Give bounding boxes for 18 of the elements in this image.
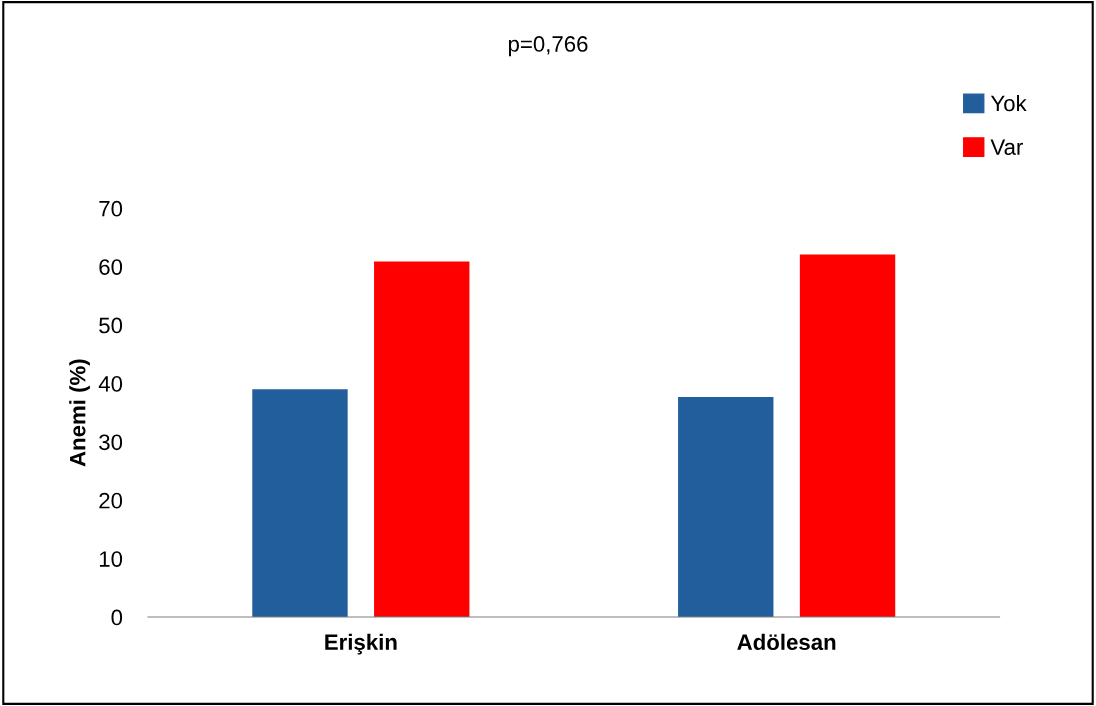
y-axis-title: Anemi (%): [69, 359, 90, 467]
legend-label: Var: [990, 139, 1023, 155]
x-tick-label: Erişkin: [325, 633, 397, 655]
y-tick-label: 0: [111, 609, 123, 626]
bar: [374, 261, 470, 618]
y-tick-label: 10: [99, 551, 123, 567]
bar: [252, 389, 348, 618]
y-tick-label: 50: [99, 317, 123, 334]
y-tick-label: 70: [99, 200, 123, 217]
y-tick-label: 60: [99, 259, 123, 275]
y-tick-label: 20: [99, 492, 123, 509]
x-tick-label: Adölesan: [737, 633, 836, 651]
chart-title: p=0,766: [508, 36, 588, 57]
y-tick-label: 40: [98, 375, 123, 392]
bar: [799, 254, 896, 618]
bar: [678, 396, 774, 618]
legend-label: Yok: [990, 94, 1027, 112]
y-tick-label: 30: [99, 434, 123, 451]
